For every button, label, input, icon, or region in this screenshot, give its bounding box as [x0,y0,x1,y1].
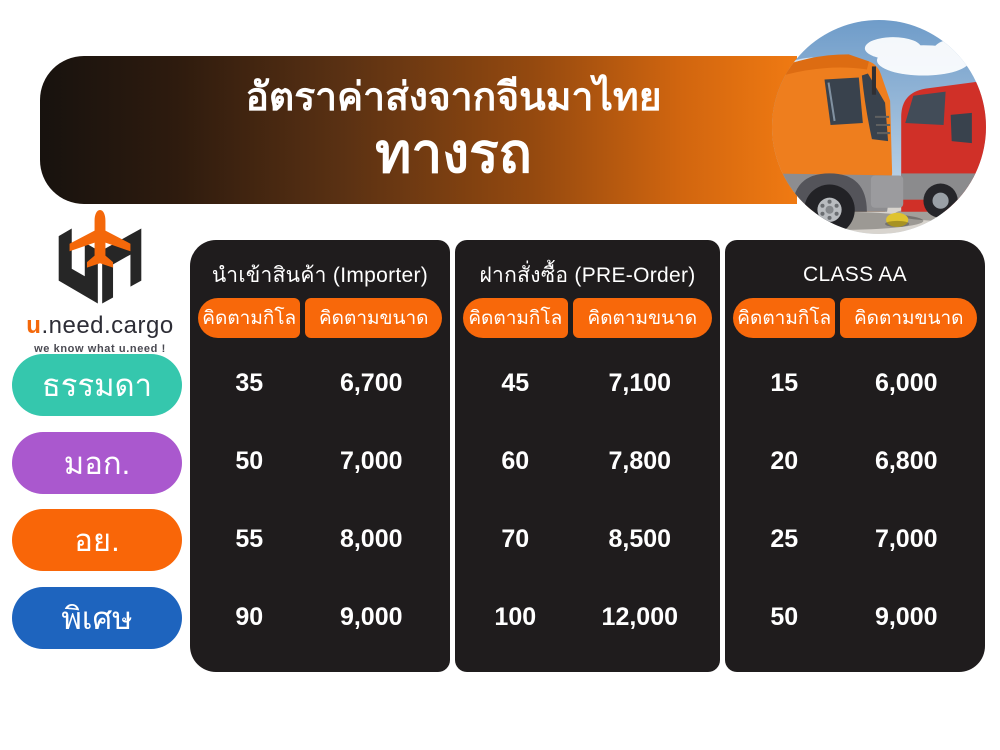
column-headers: คิดตามกิโล คิดตามขนาด [463,298,712,338]
brand-logo: u.need.cargo we know what u.need ! [18,210,182,355]
kilo-rate-cell: 70 [501,524,530,553]
category-pill-normal: ธรรมดา [12,354,182,416]
table-row: 70 8,500 [463,500,712,578]
table-rows: 35 6,700 50 7,000 55 8,000 90 9,000 [198,344,442,656]
kilo-rate-cell: 50 [770,602,799,631]
column-header-by-size: คิดตามขนาด [840,298,977,338]
column-header-by-kilo: คิดตามกิโล [733,298,836,338]
un-cube-icon [58,228,142,304]
category-pill-tisi: มอก. [12,432,182,494]
header-banner: อัตราค่าส่งจากจีนมาไทย ทางรถ [40,56,797,204]
column-headers: คิดตามกิโล คิดตามขนาด [198,298,442,338]
table-row: 55 8,000 [198,500,442,578]
rate-table-preorder: ฝากสั่งซื้อ (PRE-Order) คิดตามกิโล คิดตา… [455,240,720,672]
kilo-rate-cell: 25 [770,524,799,553]
table-row: 50 9,000 [733,578,977,656]
orange-truck [772,54,924,234]
size-rate-cell: 7,000 [874,524,938,553]
kilo-rate-cell: 15 [770,368,799,397]
brand-prefix: u [26,312,42,339]
category-pill-special: พิเศษ [12,587,182,649]
table-row: 45 7,100 [463,344,712,422]
size-rate-cell: 6,800 [874,446,938,475]
size-rate-cell: 8,000 [339,524,403,553]
category-label: ธรรมดา [41,368,153,403]
table-rows: 15 6,000 20 6,800 25 7,000 50 9,000 [733,344,977,656]
table-row: 20 6,800 [733,422,977,500]
size-rate-cell: 9,000 [339,602,403,631]
size-rate-cell: 9,000 [874,602,938,631]
table-rows: 45 7,100 60 7,800 70 8,500 100 12,000 [463,344,712,656]
table-title: นำเข้าสินค้า (Importer) [211,263,429,287]
page-title: อัตราค่าส่งจากจีนมาไทย [245,76,662,120]
rate-table-class-aa: CLASS AA คิดตามกิโล คิดตามขนาด 15 6,000 … [725,240,985,672]
table-row: 35 6,700 [198,344,442,422]
truck-photo-circle [772,20,986,234]
logo-mark [58,210,142,304]
table-title: ฝากสั่งซื้อ (PRE-Order) [479,263,696,287]
column-header-by-size: คิดตามขนาด [305,298,442,338]
size-rate-cell: 7,800 [608,446,672,475]
kilo-rate-cell: 50 [235,446,264,475]
category-label: อย. [74,523,120,558]
kilo-rate-cell: 45 [501,368,530,397]
table-title: CLASS AA [803,263,907,286]
size-rate-cell: 6,700 [339,368,403,397]
column-header-by-kilo: คิดตามกิโล [198,298,301,338]
size-rate-cell: 8,500 [608,524,672,553]
brand-tagline: we know what u.need ! [34,343,166,355]
table-row: 15 6,000 [733,344,977,422]
brand-suffix: .need.cargo [41,312,174,339]
kilo-rate-cell: 90 [235,602,264,631]
page-subtitle: ทางรถ [375,122,532,185]
kilo-rate-cell: 60 [501,446,530,475]
size-rate-cell: 12,000 [601,602,679,631]
table-row: 60 7,800 [463,422,712,500]
kilo-rate-cell: 55 [235,524,264,553]
kilo-rate-cell: 20 [770,446,799,475]
trucks-photo [772,20,986,234]
category-pill-fda: อย. [12,509,182,571]
column-headers: คิดตามกิโล คิดตามขนาด [733,298,977,338]
kilo-rate-cell: 35 [235,368,264,397]
wheel-chock [886,212,909,227]
size-rate-cell: 7,100 [608,368,672,397]
size-rate-cell: 7,000 [339,446,403,475]
rate-table-importer: นำเข้าสินค้า (Importer) คิดตามกิโล คิดตา… [190,240,450,672]
table-row: 100 12,000 [463,578,712,656]
table-row: 25 7,000 [733,500,977,578]
column-header-by-size: คิดตามขนาด [572,298,712,338]
brand-name: u.need.cargo [18,312,182,340]
table-row: 90 9,000 [198,578,442,656]
kilo-rate-cell: 100 [494,602,537,631]
size-rate-cell: 6,000 [874,368,938,397]
table-row: 50 7,000 [198,422,442,500]
red-truck [895,80,986,221]
column-header-by-kilo: คิดตามกิโล [463,298,568,338]
category-label: พิเศษ [61,601,133,636]
airplane-icon [69,210,131,268]
category-label: มอก. [63,446,131,481]
